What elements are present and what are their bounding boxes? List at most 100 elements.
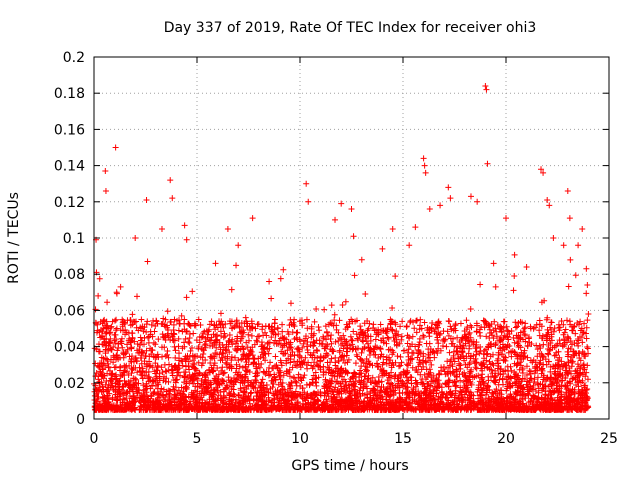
data-point (540, 341, 547, 348)
data-point (425, 346, 432, 353)
data-point (392, 321, 399, 328)
data-point (291, 323, 298, 330)
data-point (239, 355, 246, 362)
data-point (451, 343, 458, 350)
data-point (254, 321, 261, 328)
data-point (511, 251, 518, 258)
data-point (220, 324, 227, 331)
data-point (120, 395, 127, 402)
data-point (453, 374, 460, 381)
data-point (260, 345, 267, 352)
data-point (558, 318, 565, 325)
data-point (457, 320, 464, 327)
data-point (308, 323, 315, 330)
data-point (361, 345, 368, 352)
data-point (454, 395, 461, 402)
data-point (199, 354, 206, 361)
data-point (127, 358, 134, 365)
data-point (331, 317, 338, 324)
data-point (388, 318, 395, 325)
data-point (527, 368, 534, 375)
data-point (175, 335, 182, 342)
data-point (383, 386, 390, 393)
data-point (127, 322, 134, 329)
data-point (181, 374, 188, 381)
data-point (128, 358, 135, 365)
data-point (114, 396, 121, 403)
data-point (228, 357, 235, 364)
data-point (407, 319, 414, 326)
data-point (262, 357, 269, 364)
data-points (91, 82, 592, 413)
data-point (301, 372, 308, 379)
data-point (217, 395, 224, 402)
data-point (92, 306, 99, 313)
data-point (510, 287, 517, 294)
data-point (129, 311, 136, 318)
data-point (492, 379, 499, 386)
data-point (532, 387, 539, 394)
data-point (248, 389, 255, 396)
data-point (451, 394, 458, 401)
data-point (341, 359, 348, 366)
data-point (214, 324, 221, 331)
data-point (218, 332, 225, 339)
data-point (165, 402, 172, 409)
data-point (363, 368, 370, 375)
data-point (394, 353, 401, 360)
data-point (452, 320, 459, 327)
data-point (294, 362, 301, 369)
data-point (286, 373, 293, 380)
data-point (525, 399, 532, 406)
data-point (117, 373, 124, 380)
data-point (233, 365, 240, 372)
data-point (369, 374, 376, 381)
data-point (251, 356, 258, 363)
data-point (418, 325, 425, 332)
data-point (477, 391, 484, 398)
data-point (345, 356, 352, 363)
data-point (140, 382, 147, 389)
data-point (308, 334, 315, 341)
data-point (266, 345, 273, 352)
data-point (320, 333, 327, 340)
data-point (297, 364, 304, 371)
data-point (460, 352, 467, 359)
data-point (170, 383, 177, 390)
data-point (293, 382, 300, 389)
data-point (170, 377, 177, 384)
data-point (335, 358, 342, 365)
data-point (141, 341, 148, 348)
data-point (400, 347, 407, 354)
data-point (363, 338, 370, 345)
data-point (182, 383, 189, 390)
data-point (113, 316, 120, 323)
data-point (423, 359, 430, 366)
data-point (232, 354, 239, 361)
data-point (254, 389, 261, 396)
data-point (518, 356, 525, 363)
data-point (505, 406, 512, 413)
data-point (317, 353, 324, 360)
data-point (186, 334, 193, 341)
data-point (182, 356, 189, 363)
data-point (304, 325, 311, 332)
data-point (547, 368, 554, 375)
data-point (397, 323, 404, 330)
data-point (447, 368, 454, 375)
data-point (261, 350, 268, 357)
data-point (490, 362, 497, 369)
data-point (245, 352, 252, 359)
data-point (206, 342, 213, 349)
data-point (446, 402, 453, 409)
data-point (476, 329, 483, 336)
data-point (365, 333, 372, 340)
data-point (234, 347, 241, 354)
data-point (309, 379, 316, 386)
data-point (100, 355, 107, 362)
data-point (486, 358, 493, 365)
data-point (200, 350, 207, 357)
data-point (278, 383, 285, 390)
data-point (584, 317, 591, 324)
data-point (107, 335, 114, 342)
